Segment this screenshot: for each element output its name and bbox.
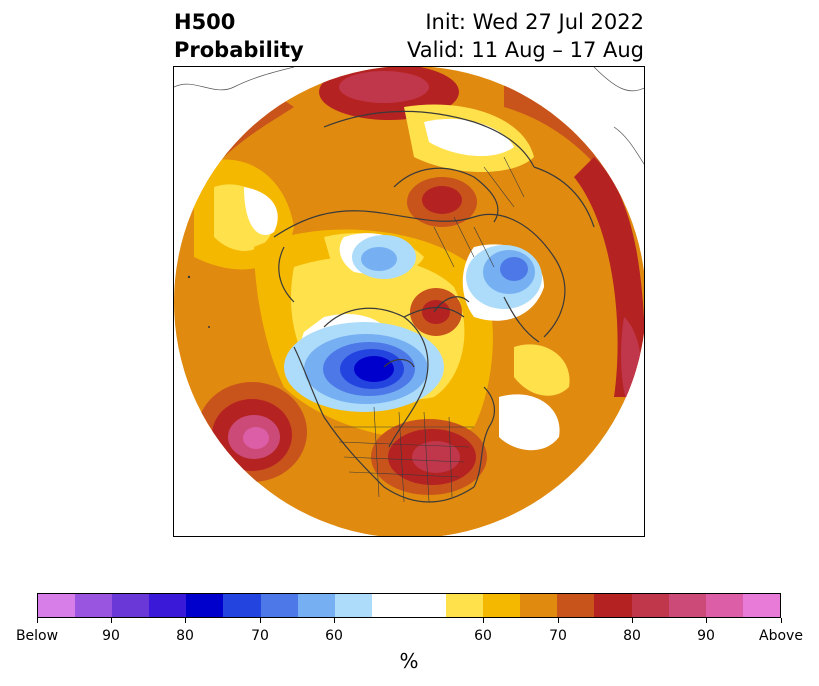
colorbar-segment [705, 594, 743, 617]
colorbar [37, 593, 781, 618]
colorbar-segment [75, 594, 113, 617]
colorbar-tick [184, 618, 186, 623]
colorbar-tick-label: 90 [102, 628, 120, 644]
colorbar-segment [38, 594, 76, 617]
colorbar-segment [186, 594, 224, 617]
colorbar-segment [483, 594, 521, 617]
colorbar-tick-label: 70 [251, 628, 269, 644]
colorbar-tick [333, 618, 335, 623]
colorbar-segment [668, 594, 706, 617]
polar-map-svg [174, 67, 644, 536]
colorbar-tick-label: 90 [697, 628, 715, 644]
colorbar-segment [520, 594, 558, 617]
map-dates: Init: Wed 27 Jul 2022 Valid: 11 Aug – 17… [407, 8, 644, 64]
title-variable: H500 [174, 10, 236, 34]
colorbar-tick-label: Above [759, 628, 803, 644]
colorbar-tick-label: 70 [549, 628, 567, 644]
outside-land [174, 67, 644, 165]
map-title: H500 Probability [174, 8, 304, 64]
colorbar-segment [446, 594, 484, 617]
colorbar-tick [631, 618, 633, 623]
colorbar-segment [112, 594, 150, 617]
colorbar-segment [149, 594, 187, 617]
colorbar-segment [557, 594, 595, 617]
colorbar-tick [259, 618, 261, 623]
colorbar-tick [705, 618, 707, 623]
title-metric: Probability [174, 38, 304, 62]
colorbar-tick [36, 618, 38, 623]
colorbar-segment [260, 594, 298, 617]
colorbar-segment [334, 594, 372, 617]
colorbar-tick-label: 60 [325, 628, 343, 644]
colorbar-tick [110, 618, 112, 623]
colorbar-segment [742, 594, 780, 617]
colorbar-segment [371, 594, 447, 617]
colorbar-segment [631, 594, 669, 617]
polar-map [173, 66, 645, 537]
colorbar-tick-label: 80 [623, 628, 641, 644]
colorbar-tick-label: 80 [176, 628, 194, 644]
colorbar-tick [780, 618, 782, 623]
init-date: Init: Wed 27 Jul 2022 [425, 10, 644, 34]
colorbar-tick [482, 618, 484, 623]
colorbar-tick-label: 60 [474, 628, 492, 644]
political-borders [334, 156, 525, 503]
colorbar-segment [223, 594, 261, 617]
colorbar-tick-label: Below [15, 628, 59, 644]
colorbar-segment [297, 594, 335, 617]
colorbar-unit-label: % [399, 649, 419, 673]
colorbar-tick [557, 618, 559, 623]
valid-range: Valid: 11 Aug – 17 Aug [406, 38, 644, 62]
colorbar-segment [594, 594, 632, 617]
